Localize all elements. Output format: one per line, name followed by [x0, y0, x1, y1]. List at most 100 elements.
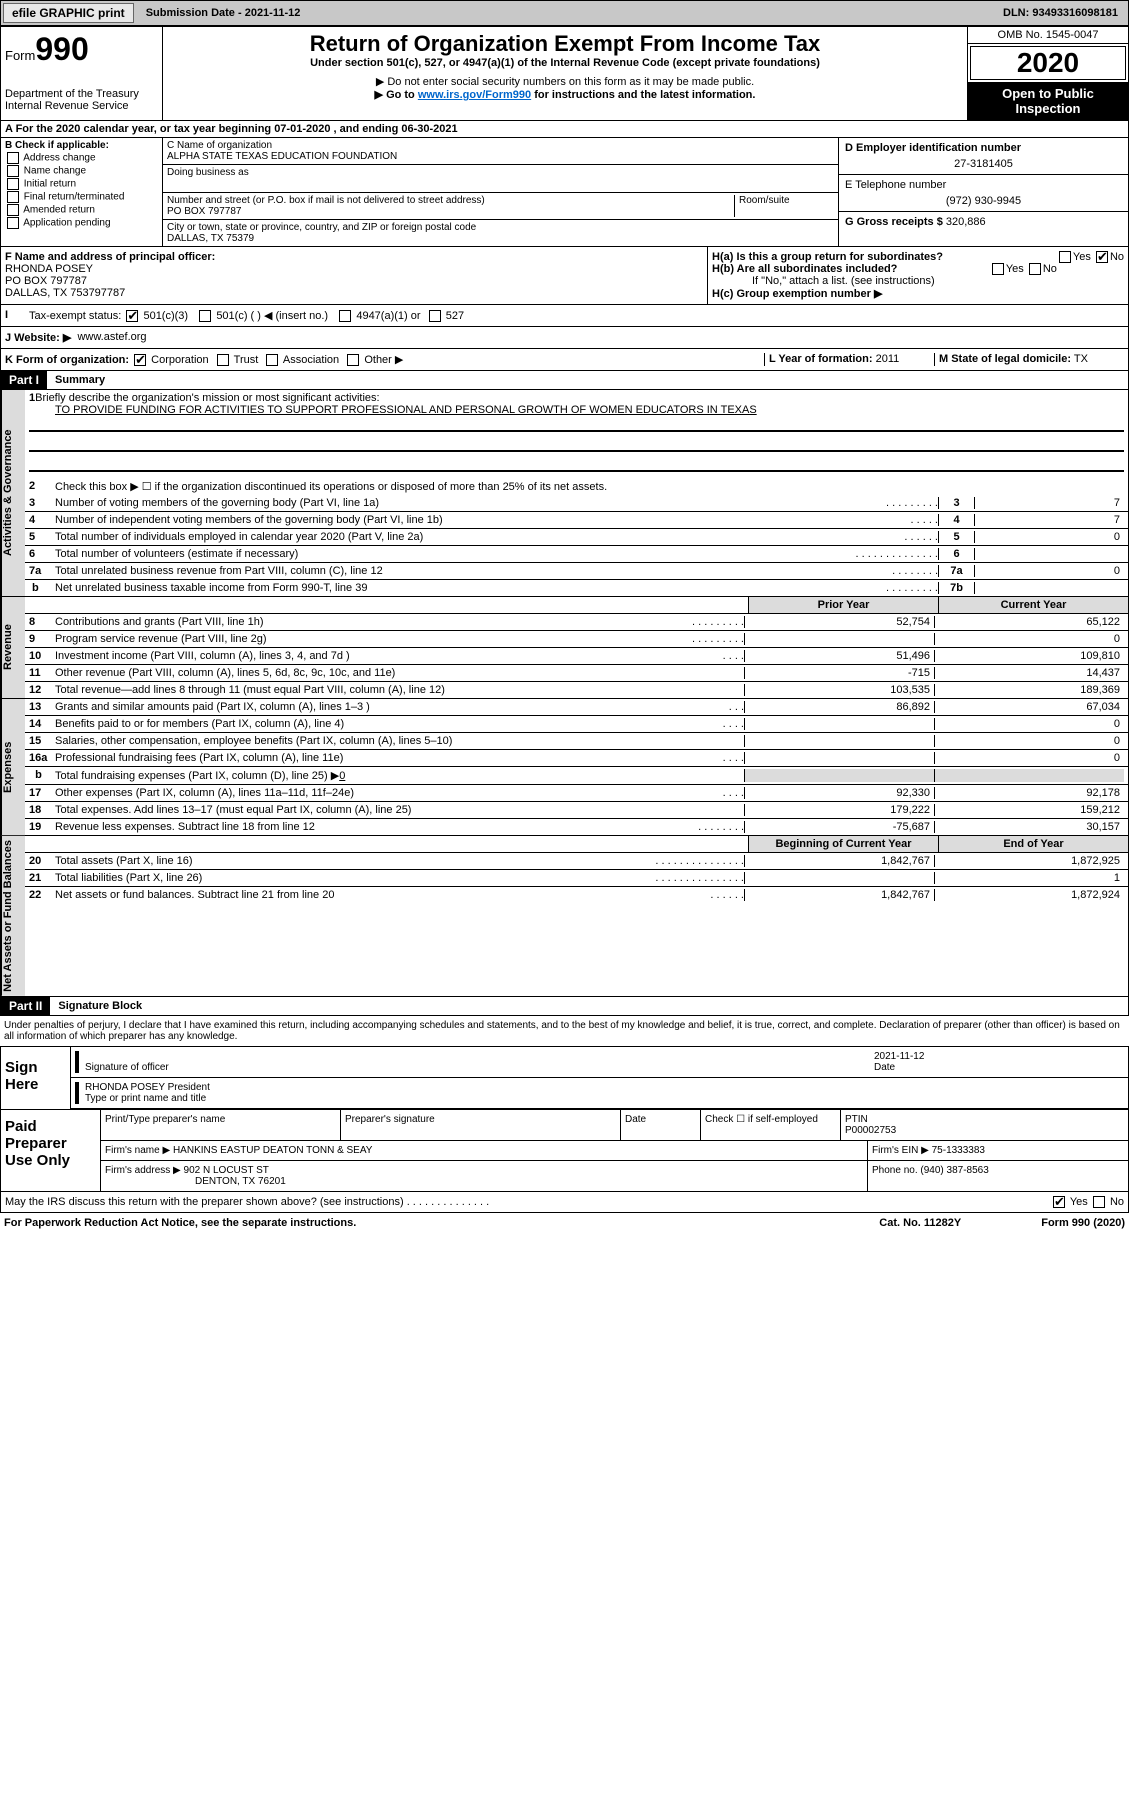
part1-header: Part I: [1, 371, 47, 389]
l22-end: 1,872,924: [934, 889, 1124, 901]
b-label: B Check if applicable:: [5, 140, 109, 151]
checkbox-hb-yes[interactable]: [992, 263, 1004, 275]
phone-label: E Telephone number: [845, 179, 1122, 191]
firm-addr1: 902 N LOCUST ST: [184, 1165, 269, 1176]
checkbox-527[interactable]: [429, 310, 441, 322]
checkbox-initial-return[interactable]: [7, 178, 19, 190]
gross-value: 320,886: [946, 216, 986, 228]
ptin-label: PTIN: [845, 1114, 868, 1125]
l18-text: Total expenses. Add lines 13–17 (must eq…: [55, 804, 744, 816]
checkbox-501c[interactable]: [199, 310, 211, 322]
checkbox-501c3[interactable]: [126, 310, 138, 322]
city-label: City or town, state or province, country…: [167, 222, 834, 233]
l10-text: Investment income (Part VIII, column (A)…: [55, 650, 723, 662]
efile-print-button[interactable]: efile GRAPHIC print: [3, 3, 134, 23]
checkbox-4947[interactable]: [339, 310, 351, 322]
revenue-section: Revenue Prior YearCurrent Year 8Contribu…: [0, 597, 1129, 699]
gross-label: G Gross receipts $: [845, 216, 943, 228]
form-footer: Form 990 (2020): [1041, 1217, 1125, 1229]
l9-current: 0: [934, 633, 1124, 645]
submission-date: Submission Date - 2021-11-12: [146, 7, 301, 19]
l4-value: 7: [974, 514, 1124, 526]
l8-text: Contributions and grants (Part VIII, lin…: [55, 616, 692, 628]
activities-governance-section: Activities & Governance 1Briefly describ…: [0, 390, 1129, 597]
paid-label: Paid Preparer Use Only: [1, 1110, 101, 1191]
firm-phone-label: Phone no.: [872, 1165, 918, 1176]
checkbox-other[interactable]: [347, 354, 359, 366]
ptin-value: P00002753: [845, 1125, 896, 1136]
begin-year-header: Beginning of Current Year: [748, 836, 938, 852]
checkbox-assoc[interactable]: [266, 354, 278, 366]
l4-text: Number of independent voting members of …: [55, 514, 910, 526]
mission-line-1: [29, 420, 1124, 432]
note-ssn: ▶ Do not enter social security numbers o…: [167, 75, 963, 88]
l17-prior: 92,330: [744, 787, 934, 799]
l12-prior: 103,535: [744, 684, 934, 696]
paperwork-note: For Paperwork Reduction Act Notice, see …: [4, 1217, 356, 1229]
part1-title: Summary: [55, 374, 105, 386]
l15-prior: [744, 735, 934, 747]
l7a-text: Total unrelated business revenue from Pa…: [55, 565, 892, 577]
firm-addr-label: Firm's address ▶: [105, 1165, 181, 1176]
l16a-text: Professional fundraising fees (Part IX, …: [55, 752, 723, 764]
irs-link[interactable]: www.irs.gov/Form990: [418, 89, 531, 101]
l13-current: 67,034: [934, 701, 1124, 713]
l22-text: Net assets or fund balances. Subtract li…: [55, 889, 710, 901]
checkbox-final-return[interactable]: [7, 191, 19, 203]
omb-number: OMB No. 1545-0047: [968, 27, 1128, 44]
l6-text: Total number of volunteers (estimate if …: [55, 548, 855, 560]
sig-date-label: Date: [874, 1062, 895, 1073]
l20-text: Total assets (Part X, line 16): [55, 855, 655, 867]
l16b-text: Total fundraising expenses (Part IX, col…: [55, 770, 339, 782]
sign-here-block: Sign Here Signature of officer 2021-11-1…: [0, 1047, 1129, 1110]
sig-date-value: 2021-11-12: [874, 1051, 924, 1062]
l12-text: Total revenue—add lines 8 through 11 (mu…: [55, 684, 744, 696]
l9-prior: [744, 633, 934, 645]
l20-begin: 1,842,767: [744, 855, 934, 867]
k-label: K Form of organization:: [5, 354, 129, 366]
l13-text: Grants and similar amounts paid (Part IX…: [55, 701, 729, 713]
l11-text: Other revenue (Part VIII, column (A), li…: [55, 667, 744, 679]
mission-line-3: [29, 460, 1124, 472]
l19-prior: -75,687: [744, 821, 934, 833]
row-k-form-org: K Form of organization: Corporation Trus…: [0, 349, 1129, 371]
l14-prior: [744, 718, 934, 730]
checkbox-amended[interactable]: [7, 204, 19, 216]
checkbox-corp[interactable]: [134, 354, 146, 366]
org-name: ALPHA STATE TEXAS EDUCATION FOUNDATION: [167, 151, 834, 162]
checkbox-application[interactable]: [7, 217, 19, 229]
l7b-value: [974, 582, 1124, 594]
part2-title: Signature Block: [58, 1000, 142, 1012]
checkbox-ha-no[interactable]: [1096, 251, 1108, 263]
checkbox-trust[interactable]: [217, 354, 229, 366]
officer-addr2: DALLAS, TX 753797787: [5, 287, 125, 299]
row-i-tax-status: I Tax-exempt status: 501(c)(3) 501(c) ( …: [0, 305, 1129, 327]
checkbox-address-change[interactable]: [7, 152, 19, 164]
firm-addr2: DENTON, TX 76201: [195, 1176, 286, 1187]
open-public-badge: Open to Public Inspection: [968, 82, 1128, 120]
officer-name: RHONDA POSEY: [5, 263, 93, 275]
street-label: Number and street (or P.O. box if mail i…: [167, 195, 734, 206]
l15-text: Salaries, other compensation, employee b…: [55, 735, 744, 747]
website-value: www.astef.org: [77, 331, 146, 344]
l6-value: [974, 548, 1124, 560]
l18-current: 159,212: [934, 804, 1124, 816]
l16a-current: 0: [934, 752, 1124, 764]
vtab-expenses: Expenses: [1, 699, 25, 835]
header-bar: efile GRAPHIC print Submission Date - 20…: [0, 0, 1129, 26]
checkbox-name-change[interactable]: [7, 165, 19, 177]
paid-preparer-block: Paid Preparer Use Only Print/Type prepar…: [0, 1110, 1129, 1192]
dept-treasury: Department of the Treasury: [5, 88, 158, 100]
l21-text: Total liabilities (Part X, line 26): [55, 872, 655, 884]
vtab-activities: Activities & Governance: [1, 390, 25, 596]
checkbox-discuss-yes[interactable]: [1053, 1196, 1065, 1208]
checkbox-hb-no[interactable]: [1029, 263, 1041, 275]
checkbox-ha-yes[interactable]: [1059, 251, 1071, 263]
f-label: F Name and address of principal officer:: [5, 251, 215, 263]
checkbox-discuss-no[interactable]: [1093, 1196, 1105, 1208]
officer-addr1: PO BOX 797787: [5, 275, 87, 287]
l13-prior: 86,892: [744, 701, 934, 713]
expenses-section: Expenses 13Grants and similar amounts pa…: [0, 699, 1129, 836]
sign-here-label: Sign Here: [1, 1047, 71, 1109]
vtab-revenue: Revenue: [1, 597, 25, 698]
